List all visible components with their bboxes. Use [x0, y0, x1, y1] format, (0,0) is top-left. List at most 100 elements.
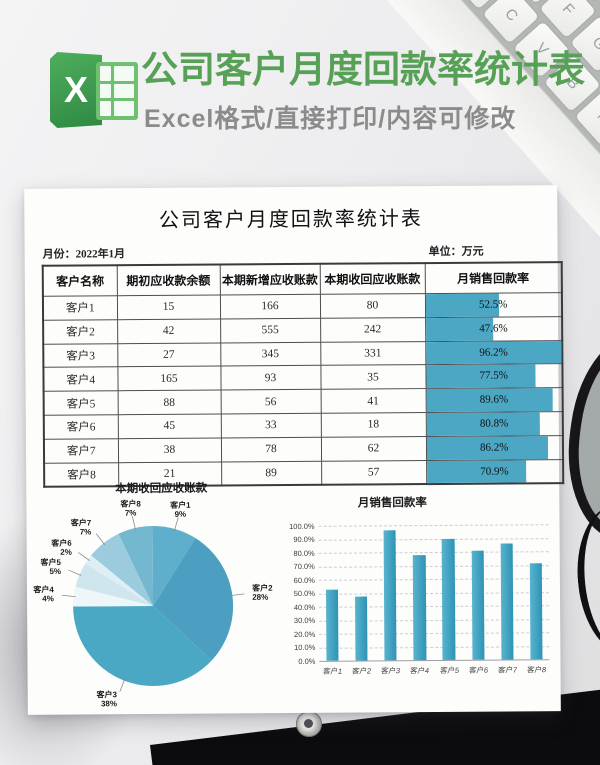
table-cell: 27: [117, 342, 221, 368]
table-row: 客户3 27 345 331 96.2%: [43, 340, 563, 368]
y-axis-tick: 100.0%: [289, 521, 315, 531]
table-row: 客户2 42 555 242 47.6%: [43, 316, 563, 344]
column-header: 客户名称: [42, 265, 117, 297]
pie-leader-line: [131, 516, 136, 531]
y-axis-tick: 80.0%: [293, 548, 315, 558]
pie-slice: [75, 563, 154, 606]
table-cell: 38: [117, 437, 222, 463]
x-axis-label: 客户2: [351, 666, 372, 676]
table-cell: 56: [220, 389, 321, 414]
pie-chart-canvas: 客户1 9% 客户2 28% 客户3 38% 客户4 4% 客户5 5%客户6 2% 客户7 7% 客户8…: [32, 498, 273, 708]
column-header: 本期收回应收账款: [319, 263, 425, 295]
pie-label: 客户8 7%: [119, 498, 141, 517]
gridline: [319, 632, 550, 635]
table-cell: 41: [320, 388, 426, 414]
table-cell: 78: [220, 437, 322, 462]
table-cell: 18: [320, 412, 426, 438]
bar: [441, 538, 456, 660]
bar: [471, 550, 485, 660]
y-axis-tick: 20.0%: [293, 629, 316, 639]
table-cell: 客户1: [42, 295, 118, 321]
pie-label: 客户3 38%: [95, 689, 117, 708]
pie-label: 客户1 9%: [169, 500, 191, 519]
banner: X 公司客户月度回款率统计表 Excel格式/直接打印/内容可修改: [0, 0, 600, 150]
bar: [412, 555, 427, 661]
y-axis-tick: 40.0%: [293, 602, 316, 612]
table-cell: 345: [220, 341, 321, 367]
pie-label: 客户7 7%: [70, 517, 92, 536]
table-cell: 客户7: [43, 438, 119, 463]
table-cell: 15: [116, 295, 221, 320]
pie-leader-line: [173, 517, 179, 532]
bar: [500, 543, 514, 660]
column-header: 本期新增应收账款: [219, 263, 320, 296]
pie-slice: [73, 605, 212, 686]
table-cell: 555: [220, 318, 321, 343]
pie-slice: [153, 538, 234, 661]
gridline: [319, 591, 550, 595]
rate-cell: 47.6%: [425, 316, 563, 342]
excel-logo-grid: [96, 62, 138, 120]
table-cell: 33: [220, 413, 321, 438]
table-cell: 331: [320, 341, 426, 366]
gridline: [318, 564, 549, 568]
pie-label: 客户2 28%: [251, 583, 273, 602]
rate-cell: 70.9%: [426, 459, 564, 485]
table-cell: 242: [320, 317, 426, 342]
table-header-row: 客户名称 期初应收款余额 本期新增应收账款 本期收回应收账款 月销售回款率: [42, 262, 562, 297]
pie-label: 客户6 2%: [50, 538, 72, 557]
rate-value: 77.5%: [479, 369, 508, 383]
unit-label: 单位：万元: [428, 245, 484, 259]
table-cell: 客户5: [43, 390, 118, 416]
statistics-table: 客户名称 期初应收款余额 本期新增应收账款 本期收回应收账款 月销售回款率 客户1 15 1…: [41, 261, 565, 489]
gridline: [319, 645, 550, 649]
pie-slice: [85, 555, 154, 606]
gridline: [318, 537, 549, 541]
table-cell: 35: [320, 364, 426, 390]
gridline: [318, 524, 549, 527]
column-header: 月销售回款率: [424, 262, 562, 294]
pie-chart: 本期收回应收账款 客户1 9% 客户2 28% 客户3 38% 客户4 4% 客户5 5% 客户6 2…: [26, 479, 298, 715]
rate-value: 47.6%: [479, 322, 508, 335]
rate-value: 52.5%: [478, 298, 508, 311]
column-header: 期初应收款余额: [116, 264, 220, 296]
x-axis-label: 客户8: [526, 665, 547, 675]
table-cell: 客户4: [43, 367, 118, 392]
table-cell: 165: [117, 366, 221, 391]
rate-value: 86.2%: [479, 441, 509, 454]
rate-cell: 52.5%: [424, 292, 563, 318]
x-axis-label: 客户3: [380, 666, 401, 676]
table-cell: 客户3: [43, 343, 118, 368]
table-cell: 80: [319, 293, 426, 319]
table-cell: 62: [320, 436, 427, 461]
pie-label: 客户5 5%: [39, 557, 61, 576]
banner-subtitle: Excel格式/直接打印/内容可修改: [144, 105, 517, 133]
table-cell: 166: [219, 294, 321, 319]
pie-slice: [118, 525, 154, 606]
y-axis-tick: 0.0%: [298, 656, 316, 666]
bar: [529, 563, 543, 660]
month-label: 月份：2022年1月: [42, 248, 126, 261]
table-cell: 客户6: [43, 414, 118, 440]
pie-leader-line: [61, 594, 76, 598]
pie-label: 客户4 4%: [32, 584, 54, 603]
pie-leader-line: [230, 593, 245, 597]
gridline: [319, 618, 550, 622]
spreadsheet: 公司客户月度回款率统计表 月份：2022年1月 单位：万元 客户名称 期初应收款余…: [24, 185, 565, 715]
pie-leader-line: [78, 552, 90, 561]
table-row: 客户1 15 166 80 52.5%: [42, 292, 563, 321]
x-axis-label: 客户6: [468, 665, 489, 675]
x-axis-label: 客户4: [409, 666, 431, 676]
pie-leader-line: [119, 678, 126, 692]
bar: [325, 589, 339, 661]
bar-chart: 月销售回款率 100.0% 90.0% 80.0% 70.0% 60.0% 50.0% 40…: [284, 481, 557, 695]
rate-value: 80.8%: [479, 417, 509, 430]
bar-chart-plot: 100.0% 90.0% 80.0% 70.0% 60.0% 50.0% 40.0% 30.0…: [284, 481, 557, 695]
table-row: 客户5 88 56 41 89.6%: [43, 387, 563, 416]
x-axis-line: [319, 659, 550, 662]
x-axis-label: 客户7: [497, 665, 518, 675]
banner-title: 公司客户月度回款率统计表: [141, 49, 585, 90]
excel-logo-letter: X: [63, 69, 88, 110]
pie-leader-line: [68, 569, 82, 576]
